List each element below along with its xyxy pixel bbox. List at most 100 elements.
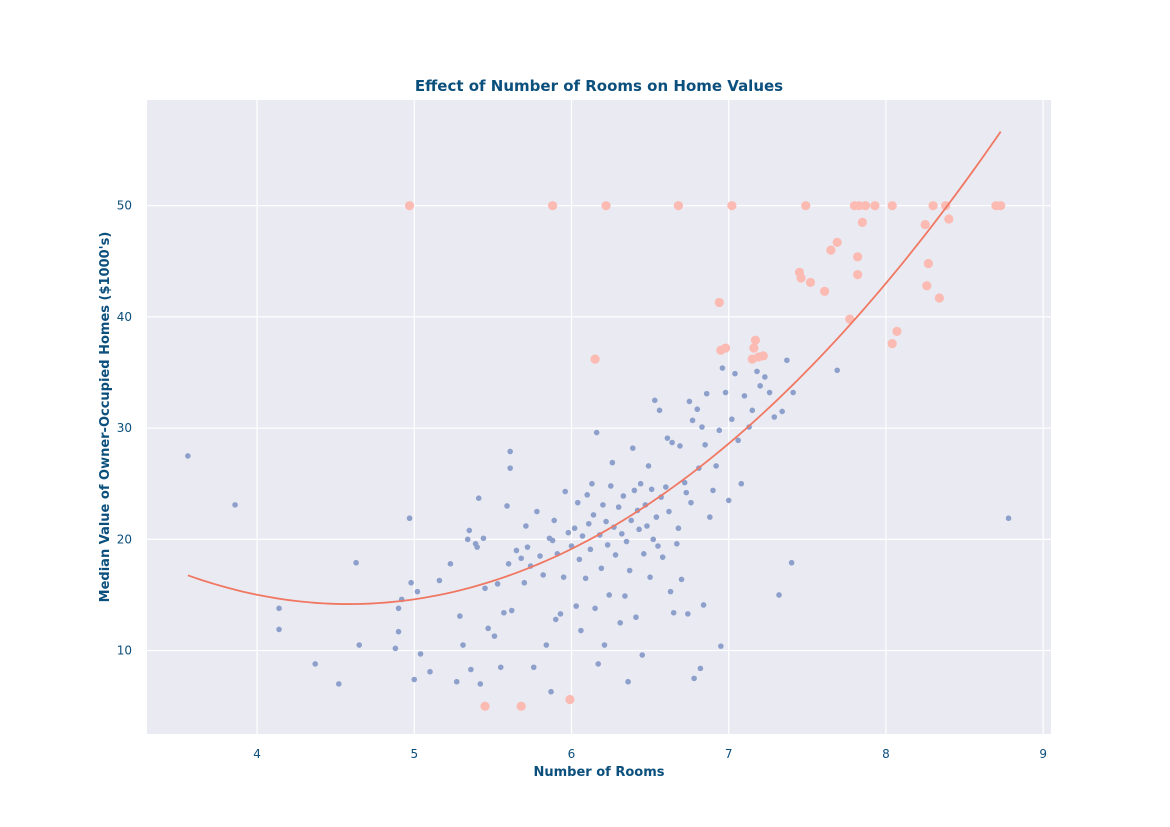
data-point	[395, 605, 402, 612]
data-point	[504, 503, 510, 509]
data-point	[703, 390, 710, 397]
highlight-point	[820, 286, 830, 296]
data-point	[464, 536, 471, 543]
data-point	[732, 370, 738, 377]
x-tick-label: 7	[725, 747, 733, 761]
highlight-point	[796, 273, 806, 283]
data-point	[392, 645, 399, 652]
data-point	[694, 406, 701, 413]
data-point	[543, 642, 550, 648]
data-point	[771, 414, 778, 420]
highlight-point	[516, 701, 526, 711]
highlight-point	[857, 217, 867, 227]
data-point	[414, 588, 421, 595]
data-point	[562, 488, 568, 495]
data-point	[707, 514, 713, 520]
y-tick-label: 40	[117, 310, 132, 324]
data-point	[663, 484, 669, 490]
data-point	[573, 603, 580, 609]
data-point	[741, 393, 748, 399]
data-point	[584, 492, 591, 498]
data-point	[607, 483, 614, 489]
data-point	[699, 424, 705, 430]
chart-title: Effect of Number of Rooms on Home Values	[415, 77, 783, 95]
data-point	[659, 554, 666, 560]
data-point	[725, 497, 732, 504]
data-point	[549, 537, 556, 544]
x-tick-label: 6	[568, 747, 576, 761]
highlight-point	[887, 201, 897, 211]
data-point	[497, 664, 504, 671]
data-point	[788, 559, 795, 566]
data-point	[417, 651, 424, 657]
data-point	[718, 643, 724, 649]
data-point	[719, 365, 726, 371]
data-point	[185, 453, 191, 459]
data-point	[636, 526, 642, 533]
data-point	[656, 407, 663, 414]
highlight-point	[870, 201, 880, 211]
data-point	[754, 368, 760, 375]
data-point	[582, 575, 589, 582]
data-point	[427, 668, 433, 675]
data-point	[574, 499, 581, 506]
data-point	[457, 613, 463, 619]
highlight-point	[480, 701, 490, 711]
data-point	[593, 429, 600, 436]
fit-line	[187, 131, 1002, 605]
data-point	[565, 529, 572, 536]
data-point	[716, 427, 723, 434]
data-point	[485, 625, 491, 632]
data-point	[675, 525, 682, 532]
data-point	[436, 577, 443, 584]
data-point	[336, 681, 342, 687]
data-point	[618, 530, 625, 537]
data-point	[710, 487, 716, 494]
highlight-point	[923, 258, 933, 269]
data-point	[633, 614, 639, 621]
data-point	[592, 605, 598, 612]
data-point	[480, 535, 487, 542]
data-point	[757, 383, 763, 389]
data-point	[548, 688, 554, 695]
data-point	[523, 523, 529, 529]
highlight-point	[826, 245, 836, 255]
data-point	[232, 502, 238, 508]
data-point	[653, 514, 660, 520]
data-point	[507, 448, 513, 455]
highlight-point	[928, 201, 938, 211]
x-axis-label: Number of Rooms	[533, 765, 664, 780]
data-point	[524, 544, 531, 550]
data-point	[655, 543, 661, 549]
data-point	[681, 479, 688, 486]
data-point	[557, 611, 564, 617]
highlight-point	[805, 277, 816, 288]
data-point	[603, 518, 609, 525]
data-point	[678, 576, 685, 583]
data-point	[639, 652, 646, 658]
data-point	[474, 544, 480, 550]
highlight-point	[548, 201, 558, 211]
highlight-point	[673, 201, 683, 211]
highlight-point	[801, 201, 811, 211]
data-point	[615, 504, 622, 510]
data-point	[729, 416, 735, 423]
data-point	[784, 357, 790, 364]
highlight-point	[832, 237, 842, 247]
data-point	[617, 619, 624, 626]
data-point	[612, 552, 619, 558]
data-point	[491, 633, 498, 639]
data-point	[688, 499, 694, 506]
data-point	[356, 642, 363, 648]
highlight-point	[750, 335, 761, 345]
data-point	[622, 593, 628, 599]
highlight-point	[714, 297, 724, 308]
data-point	[447, 561, 454, 567]
data-point	[623, 538, 630, 545]
data-point	[395, 628, 402, 635]
data-point	[501, 609, 507, 616]
highlight-point	[590, 354, 600, 364]
data-point	[685, 611, 691, 617]
data-point	[601, 642, 608, 648]
data-point	[468, 666, 474, 673]
